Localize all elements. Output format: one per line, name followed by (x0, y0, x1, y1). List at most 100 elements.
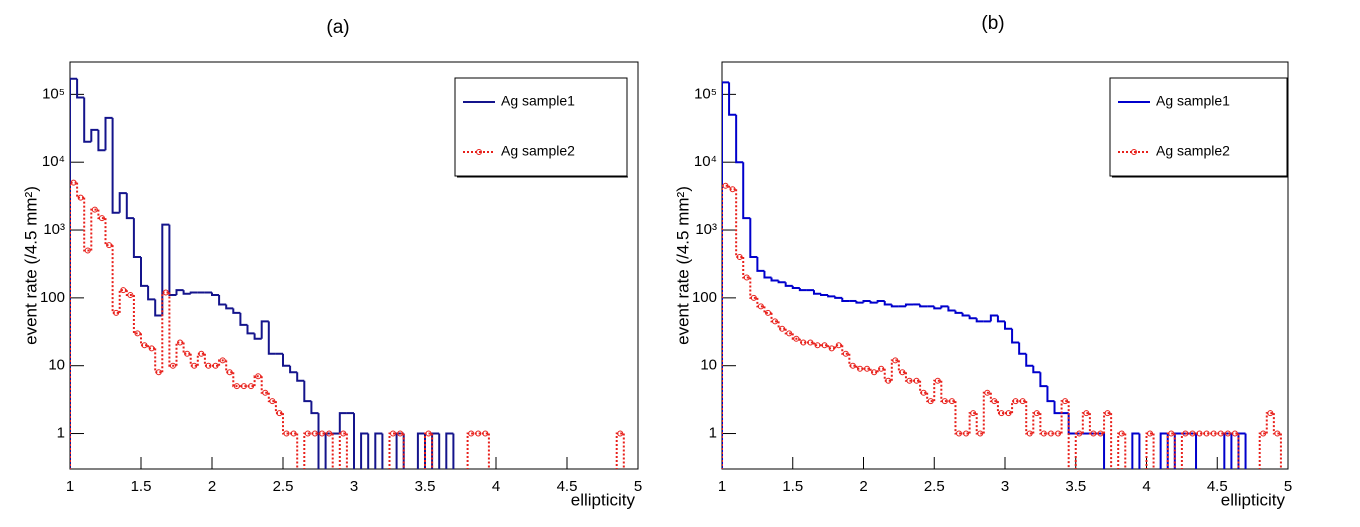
bin-marker (198, 350, 205, 357)
bin-marker (283, 430, 290, 437)
bin-marker (892, 357, 899, 364)
bin-marker (807, 339, 814, 346)
bin-marker (998, 410, 1005, 417)
histogram-bin (232, 308, 241, 314)
bin-marker (77, 194, 84, 201)
y-tick-label: 10³ (43, 221, 65, 238)
histogram-bin (749, 277, 758, 299)
bin-marker (113, 309, 120, 316)
bin-marker (1005, 410, 1012, 417)
histogram-bin (926, 392, 935, 403)
histogram-bin (919, 304, 928, 308)
histogram-bin (784, 282, 793, 287)
bin-marker (729, 186, 736, 193)
x-tick-label: 3 (1001, 478, 1009, 495)
histogram-bin (168, 224, 177, 297)
histogram-bin (218, 295, 227, 306)
histogram-bin (1081, 412, 1090, 434)
histogram-bin (940, 305, 949, 309)
histogram-bin (310, 401, 319, 415)
bin-marker (70, 179, 77, 186)
x-tick-label: 4 (492, 478, 500, 495)
histogram-bin (1011, 400, 1020, 414)
histogram-bin (218, 359, 227, 366)
legend-marker (476, 149, 482, 155)
histogram-bin (132, 295, 141, 335)
histogram-bin (1025, 401, 1034, 435)
histogram-bin (203, 353, 212, 367)
plot-area (722, 81, 1282, 469)
bin-marker (177, 339, 184, 346)
histogram-bin (182, 342, 191, 355)
histogram-bin (876, 299, 885, 303)
histogram-bin (1088, 413, 1097, 435)
x-tick-label: 4.5 (557, 478, 578, 495)
bin-marker (1210, 430, 1217, 437)
bin-marker (84, 247, 91, 254)
histogram-bin (749, 218, 758, 259)
bin-marker (304, 430, 311, 437)
x-tick-label: 2.5 (273, 478, 294, 495)
legend-marker (1131, 149, 1137, 155)
bin-marker (828, 345, 835, 352)
x-tick-label: 2 (208, 478, 216, 495)
histogram-bin (274, 401, 283, 415)
histogram-bin (253, 333, 262, 340)
bin-marker (786, 330, 793, 337)
bin-marker (468, 430, 475, 437)
bin-marker (984, 389, 991, 396)
histogram-bin (90, 208, 99, 251)
histogram-bin (869, 368, 878, 374)
bin-marker (920, 389, 927, 396)
histogram-bin (97, 129, 106, 152)
histogram-bin (791, 333, 800, 340)
legend-label: Ag sample2 (1156, 143, 1230, 159)
histogram-bin (431, 433, 434, 469)
bin-marker (255, 373, 262, 380)
histogram-bin (111, 245, 120, 314)
bin-marker (134, 330, 141, 337)
histogram-bin (961, 312, 970, 317)
bin-marker (219, 357, 226, 364)
bin-marker (963, 430, 970, 437)
histogram-bin (996, 401, 1005, 415)
bin-marker (155, 369, 162, 376)
histogram-bin (1272, 413, 1281, 435)
histogram-bin (1025, 353, 1034, 367)
bin-marker (814, 342, 821, 349)
histogram-bin (1159, 432, 1168, 469)
x-tick-label: 1.5 (782, 478, 803, 495)
histogram-bin (1018, 342, 1027, 355)
bin-marker (276, 410, 283, 417)
histogram-bin (289, 365, 298, 374)
histogram-bin (1053, 401, 1062, 415)
histogram-bin (239, 312, 248, 326)
legend-label: Ag sample2 (501, 143, 575, 159)
histogram-bin (487, 433, 490, 469)
histogram-bin (331, 433, 334, 469)
histogram-bin (1195, 433, 1198, 469)
bin-marker (856, 365, 863, 372)
bin-marker (106, 242, 113, 249)
histogram-bin (1180, 432, 1189, 469)
bin-marker (127, 292, 134, 299)
histogram-bin (154, 348, 163, 374)
histogram-bin (104, 116, 113, 151)
histogram-bin (756, 257, 765, 272)
histogram-bin (111, 117, 120, 214)
bin-marker (162, 289, 169, 296)
histogram-bin (140, 257, 149, 287)
histogram-bin (975, 413, 984, 435)
histogram-bin (416, 432, 425, 469)
bin-marker (913, 377, 920, 384)
legend-box (454, 77, 628, 177)
bin-marker (1104, 410, 1111, 417)
histogram-bin (282, 353, 291, 367)
histogram-bin (784, 328, 793, 335)
plot-area (70, 77, 625, 469)
x-tick-label: 2.5 (924, 478, 945, 495)
y-tick-label: 1 (709, 425, 717, 442)
bin-marker (1267, 410, 1274, 417)
bin-marker (1168, 430, 1175, 437)
